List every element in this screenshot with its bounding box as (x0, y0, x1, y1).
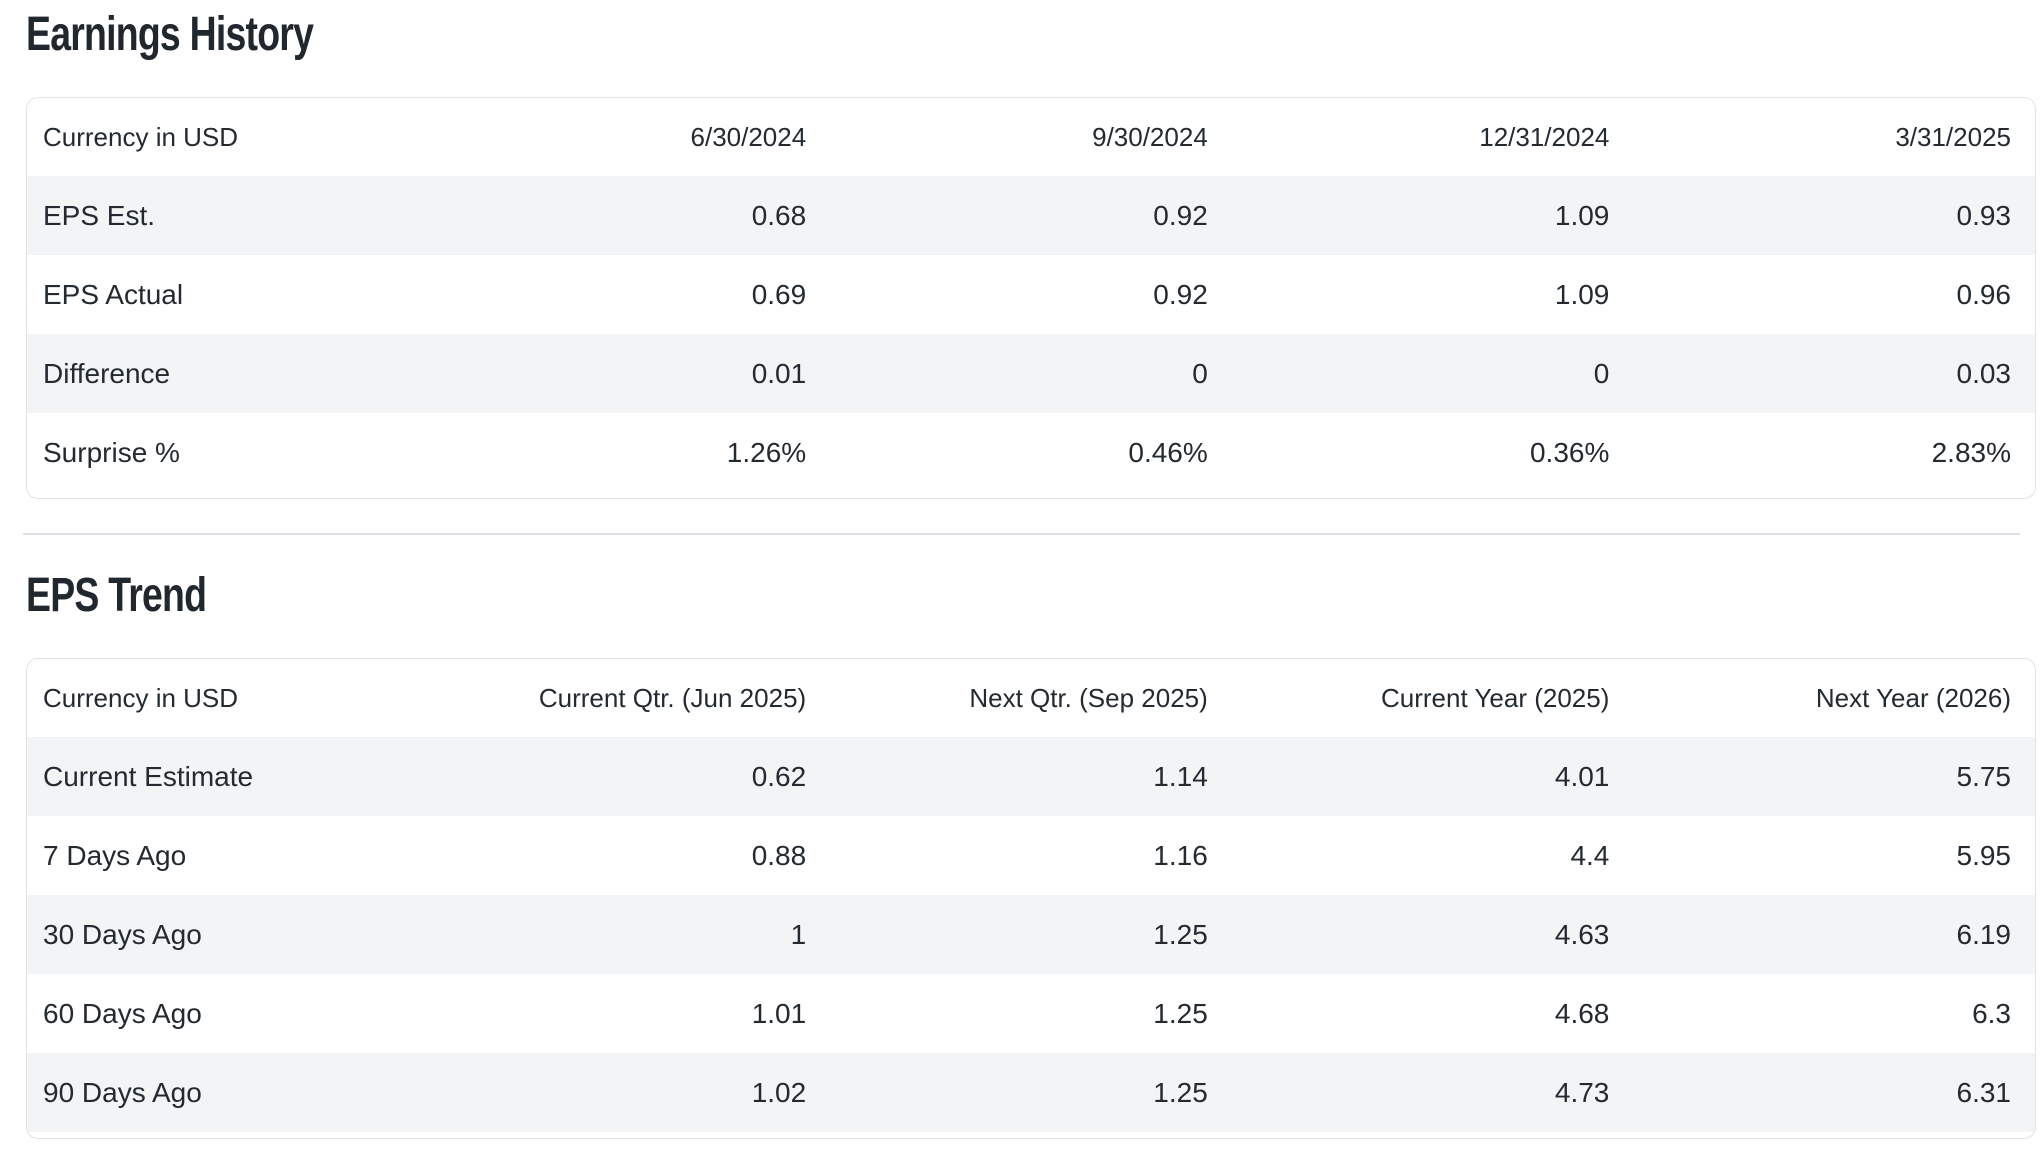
cell-value: 0.36% (1529, 436, 1610, 468)
earnings-history-card: Currency in USD 6/30/2024 9/30/2024 12/31/2… (26, 97, 2036, 499)
cell-value: 0.68 (751, 199, 807, 231)
cell-value: 5.75 (1956, 760, 2012, 792)
column-header: Next Year (2026) (1815, 682, 2011, 713)
cell-value: 1.25 (1153, 997, 1208, 1029)
table-row: 90 Days Ago 1.02 1.25 4.73 6.31 (27, 1053, 2035, 1132)
eps-trend-table: Currency in USD Current Qtr. (Jun 2025) Ne… (27, 659, 2035, 1132)
table-row: Current Estimate 0.62 1.14 4.01 5.75 (27, 737, 2035, 816)
section-divider (23, 533, 2020, 535)
row-label: 30 Days Ago (43, 918, 202, 950)
cell-value: 0 (1192, 357, 1208, 389)
cell-value: 1.26% (726, 436, 807, 468)
cell-value: 0.92 (1153, 199, 1208, 231)
cell-value: 1 (790, 918, 807, 950)
header-row: Currency in USD 6/30/2024 9/30/2024 12/31/2… (27, 98, 2035, 176)
cell-value: 1.25 (1153, 1076, 1208, 1108)
table-row: EPS Actual 0.69 0.92 1.09 0.96 (27, 255, 2035, 334)
cell-value: 0.46% (1128, 436, 1208, 468)
cell-value: 2.83% (1931, 436, 2011, 468)
table-row: 7 Days Ago 0.88 1.16 4.4 5.95 (27, 816, 2035, 895)
currency-label: Currency in USD (43, 121, 239, 152)
cell-value: 4.73 (1554, 1076, 1610, 1108)
cell-value: 1.02 (751, 1076, 807, 1108)
row-label: Surprise % (43, 436, 180, 468)
table-row: Difference 0.01 0 0 0.03 (27, 334, 2035, 413)
column-header: 9/30/2024 (1092, 121, 1208, 152)
eps-trend-section: EPS Trend Currency in USD Current Qtr. (J… (26, 568, 2036, 1139)
currency-label: Currency in USD (43, 682, 239, 713)
cell-value: 1.01 (751, 997, 807, 1029)
table-row: Surprise % 1.26% 0.46% 0.36% 2.83% (27, 413, 2035, 492)
cell-value: 0.69 (751, 278, 807, 310)
cell-value: 1.25 (1153, 918, 1208, 950)
cell-value: 0.62 (751, 760, 807, 792)
table-row: EPS Est. 0.68 0.92 1.09 0.93 (27, 176, 2035, 255)
row-label: EPS Actual (43, 278, 184, 310)
row-label: 60 Days Ago (43, 997, 202, 1029)
cell-value: 0.01 (751, 357, 807, 389)
cell-value: 0.96 (1956, 278, 2012, 310)
cell-value: 1.09 (1554, 199, 1610, 231)
earnings-history-title: Earnings History (26, 8, 314, 61)
cell-value: 6.19 (1956, 918, 2012, 950)
cell-value: 1.16 (1153, 839, 1208, 871)
cell-value: 5.95 (1956, 839, 2012, 871)
row-label: 7 Days Ago (43, 839, 187, 871)
cell-value: 6.3 (1972, 997, 2011, 1029)
cell-value: 0.92 (1153, 278, 1208, 310)
column-header: Current Qtr. (Jun 2025) (538, 682, 807, 713)
column-header: 6/30/2024 (690, 121, 807, 152)
header-row: Currency in USD Current Qtr. (Jun 2025) Ne… (27, 659, 2035, 737)
cell-value: 4.4 (1570, 839, 1610, 871)
row-label: Difference (43, 357, 171, 389)
cell-value: 4.63 (1554, 918, 1610, 950)
cell-value: 1.09 (1554, 278, 1610, 310)
earnings-history-section: Earnings History Currency in USD 6/30/202… (26, 7, 2036, 499)
row-label: EPS Est. (43, 199, 156, 231)
cell-value: 1.14 (1153, 760, 1208, 792)
cell-value: 0.88 (751, 839, 807, 871)
earnings-history-table: Currency in USD 6/30/2024 9/30/2024 12/31/2… (27, 98, 2035, 492)
cell-value: 0.93 (1956, 199, 2012, 231)
column-header: 12/31/2024 (1479, 121, 1610, 152)
column-header: 3/31/2025 (1895, 121, 2011, 152)
column-header: Next Qtr. (Sep 2025) (969, 682, 1208, 713)
row-label: Current Estimate (43, 760, 254, 792)
cell-value: 0 (1593, 357, 1610, 389)
row-label: 90 Days Ago (43, 1076, 202, 1108)
cell-value: 4.01 (1554, 760, 1610, 792)
table-row: 30 Days Ago 1 1.25 4.63 6.19 (27, 895, 2035, 974)
table-row: 60 Days Ago 1.01 1.25 4.68 6.3 (27, 974, 2035, 1053)
column-header: Current Year (2025) (1381, 682, 1610, 713)
eps-trend-card: Currency in USD Current Qtr. (Jun 2025) Ne… (26, 658, 2036, 1139)
cell-value: 6.31 (1956, 1076, 2012, 1108)
eps-trend-title: EPS Trend (26, 569, 207, 622)
cell-value: 0.03 (1956, 357, 2012, 389)
cell-value: 4.68 (1554, 997, 1610, 1029)
